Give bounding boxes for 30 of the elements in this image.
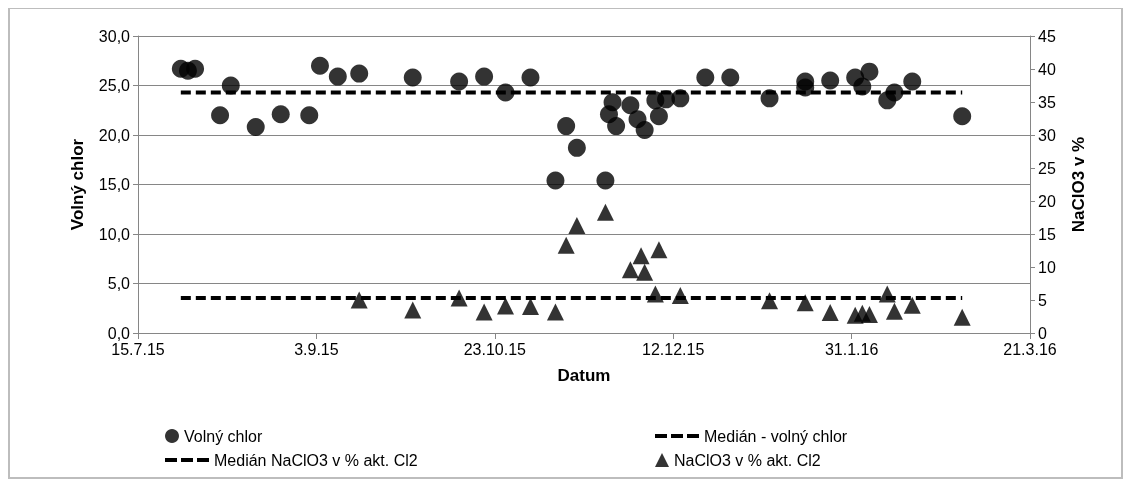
y2-tick-label: 30 xyxy=(1038,126,1056,144)
y2-tick-label: 40 xyxy=(1038,60,1056,78)
legend-label: NaClO3 v % akt. Cl2 xyxy=(674,451,821,469)
x-axis-title: Datum xyxy=(557,366,611,385)
y-tick-label: 0,0 xyxy=(107,324,131,342)
y2-tick-label: 0 xyxy=(1038,324,1047,342)
y2-tick-label: 25 xyxy=(1038,159,1056,177)
y2-tick-label: 35 xyxy=(1038,93,1056,111)
x-tick-label: 31.1.16 xyxy=(824,340,879,358)
y2-tick-label: 5 xyxy=(1038,291,1047,309)
x-tick-label: 15.7.15 xyxy=(111,340,165,358)
y2-axis-title: NaClO3 v % xyxy=(1069,136,1088,233)
y-tick-label: 15,0 xyxy=(98,176,131,193)
y2-tick-label: 45 xyxy=(1038,27,1056,45)
x-tick-label: 12.12.15 xyxy=(642,340,705,358)
y-tick-label: 30,0 xyxy=(98,27,131,45)
legend-label: Volný chlor xyxy=(184,427,263,445)
y-tick-label: 25,0 xyxy=(98,77,131,94)
y2-tick-label: 15 xyxy=(1038,225,1056,243)
legend-label: Medián NaClO3 v % akt. Cl2 xyxy=(214,451,418,469)
y-axis-title: Volný chlor xyxy=(68,138,87,231)
x-tick-label: 3.9.15 xyxy=(294,340,339,358)
y2-tick-label: 10 xyxy=(1038,258,1056,276)
y2-tick-label: 20 xyxy=(1038,192,1056,210)
legend-label: Medián - volný chlor xyxy=(704,427,848,445)
x-tick-label: 21.3.16 xyxy=(1003,340,1057,358)
y-tick-label: 20,0 xyxy=(98,126,131,144)
x-tick-label: 23.10.15 xyxy=(463,340,527,358)
y-tick-label: 10,0 xyxy=(98,225,131,243)
y-tick-label: 5,0 xyxy=(107,275,131,292)
